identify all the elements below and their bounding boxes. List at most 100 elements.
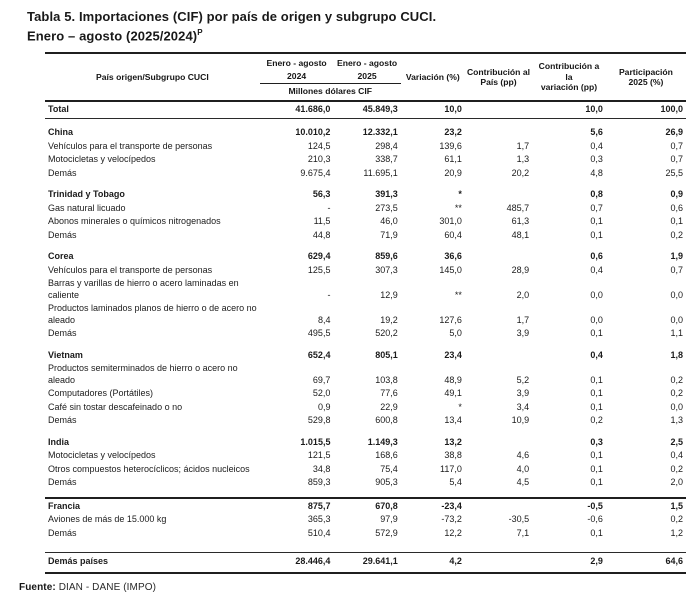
- cell-label: Francia: [45, 496, 260, 514]
- cell-2024: 11,5: [313, 216, 331, 227]
- table-footer: Fuente: DIAN - DANE (IMPO) P: Cifras pro…: [19, 579, 700, 598]
- col-header-pais-origen: País origen/Subgrupo CUCI: [96, 71, 209, 82]
- table-row: Café sin tostar descafeinado o no 0,9 22,9…: [45, 401, 686, 415]
- cell-2024: 52,0: [312, 388, 331, 399]
- cell-contribucion-pais: 4,5: [516, 477, 530, 488]
- cell-contribucion-variacion: 0,1: [590, 328, 603, 339]
- cell-contribucion-variacion: 0,1: [590, 477, 603, 488]
- cell-2024: 1.015,5: [300, 436, 331, 447]
- cell-2025: 600,8: [375, 415, 398, 426]
- table-row: Gas natural licuado - 273,5 ** 485,7 0,7 0,6: [45, 202, 686, 216]
- cell-contribucion-pais: 1,7: [516, 140, 530, 151]
- table-row: Productos semiterminados de hierro o ace…: [45, 362, 686, 387]
- table-row: Demás 529,8 600,8 13,4 10,9 0,2 1,3: [45, 414, 686, 428]
- cell-participacion: 100,0: [605, 100, 686, 119]
- cell-participacion: 0,2: [670, 514, 683, 525]
- table-row: Motocicletas y velocípedos 121,5 168,6 38,8…: [45, 449, 686, 463]
- cell-2024: 210,3: [307, 154, 331, 165]
- cell-2024: 629,4: [307, 251, 331, 262]
- cell-variacion: 13,2: [444, 436, 462, 447]
- cell-contribucion-variacion: 0,1: [590, 216, 603, 227]
- cell-participacion: 0,9: [670, 189, 683, 200]
- cell-label: Vehículos para el transporte de personas: [48, 140, 213, 151]
- col-header-variacion: Variación (%): [405, 71, 460, 82]
- cell-contribucion-variacion: 0,8: [590, 189, 603, 200]
- cell-2024: 121,5: [307, 450, 331, 461]
- source-value: DIAN - DANE (IMPO): [58, 581, 157, 593]
- cell-participacion: 25,5: [665, 167, 683, 178]
- cell-variacion: 48,9: [444, 374, 462, 385]
- title-provisional-superscript: P: [197, 28, 203, 37]
- cell-contribucion-variacion: 0,7: [590, 202, 603, 213]
- cell-participacion: 26,9: [665, 127, 683, 138]
- cell-2025: 97,9: [380, 514, 398, 525]
- table-row: Demás países 28.446,4 29.641,1 4,2 2,9 64,6: [45, 551, 686, 574]
- cell-contribucion-variacion: 0,4: [590, 140, 603, 151]
- cell-label: Otros compuestos heterocíclicos; ácidos …: [48, 463, 250, 474]
- cell-contribucion-variacion: 0,3: [590, 436, 603, 447]
- cell-variacion: 20,9: [444, 167, 462, 178]
- cell-label: Computadores (Portátiles): [48, 388, 154, 399]
- cell-2024: 0,9: [317, 401, 331, 412]
- cell-contribucion-variacion: 2,9: [532, 551, 606, 574]
- header-line: Participación: [618, 66, 673, 77]
- cell-contribucion-pais: 2,0: [516, 289, 530, 300]
- table-row: Otros compuestos heterocíclicos; ácidos …: [45, 463, 686, 477]
- table-row: Abonos minerales o químicos nitrogenados…: [45, 215, 686, 229]
- cell-variacion: 49,1: [444, 388, 462, 399]
- cell-2025: 75,4: [380, 463, 398, 474]
- cell-participacion: 1,8: [670, 349, 683, 360]
- cell-label: Demás: [48, 328, 77, 339]
- cell-2024: 124,5: [307, 140, 331, 151]
- cell-label: Vehículos para el transporte de personas: [48, 264, 213, 275]
- cell-label: Demás: [48, 527, 77, 538]
- cell-variacion: -23,4: [400, 496, 465, 514]
- cell-label: Productos laminados planos de hierro o d…: [48, 303, 257, 325]
- cell-2024: 875,7: [259, 496, 334, 514]
- cell-participacion: 1,2: [670, 527, 683, 538]
- cell-participacion: 0,1: [670, 216, 683, 227]
- col-header-2024-line1: Enero - agosto: [266, 58, 327, 69]
- cell-label: Demás: [48, 229, 77, 240]
- cell-label: Café sin tostar descafeinado o no: [48, 401, 183, 412]
- table-title: Tabla 5. Importaciones (CIF) por país de…: [27, 9, 700, 44]
- cell-label: Demás: [48, 415, 77, 426]
- cell-2024: 41.686,0: [259, 100, 334, 119]
- spacer-row: [45, 180, 686, 188]
- cell-contribucion-pais: 4,0: [516, 463, 530, 474]
- cell-contribucion-variacion: 0,3: [590, 154, 603, 165]
- cell-variacion: *: [458, 189, 462, 200]
- cell-contribucion-variacion: 0,1: [590, 463, 603, 474]
- cell-contribucion-pais: 10,9: [511, 415, 530, 426]
- cell-contribucion-pais: [465, 126, 532, 140]
- cell-2025: 859,6: [375, 251, 398, 262]
- cell-2024: 44,8: [312, 229, 331, 240]
- cell-2024: 69,7: [312, 374, 331, 385]
- cell-contribucion-pais: 28,9: [511, 264, 530, 275]
- cell-contribucion-variacion: 0,1: [590, 401, 603, 412]
- header-row-2: 2024 2025: [45, 69, 686, 85]
- table-row: Demás 44,8 71,9 60,4 48,1 0,1 0,2: [45, 229, 686, 243]
- cell-participacion: 2,0: [670, 477, 683, 488]
- cell-participacion: 1,5: [605, 496, 686, 514]
- cell-participacion: 1,9: [670, 251, 683, 262]
- cell-label: Total: [45, 100, 260, 119]
- cell-2025: 12,9: [380, 289, 398, 300]
- table-row: Aviones de más de 15.000 kg 365,3 97,9 -73,…: [45, 513, 686, 527]
- cell-contribucion-variacion: -0,5: [532, 496, 606, 514]
- cell-2025: 805,1: [375, 349, 398, 360]
- cell-2025: 391,3: [375, 189, 398, 200]
- cell-2025: 11.695,1: [363, 167, 398, 178]
- cell-contribucion-pais: [465, 349, 532, 363]
- spacer-row: [45, 490, 686, 498]
- cell-variacion: 139,6: [439, 140, 462, 151]
- cell-contribucion-pais: 20,2: [511, 167, 530, 178]
- table-body: Total 41.686,0 45.849,3 10,0 10,0 100,0 China 1…: [45, 100, 686, 574]
- spacer-row: [45, 428, 686, 436]
- cell-contribucion-variacion: 4,8: [590, 167, 603, 178]
- cell-label: Aviones de más de 15.000 kg: [48, 514, 167, 525]
- cell-contribucion-pais: 48,1: [511, 229, 530, 240]
- cell-2024: -: [327, 289, 331, 300]
- cell-participacion: 0,0: [670, 401, 683, 412]
- table-row: Trinidad y Tobago 56,3 391,3 * 0,8 0,9: [45, 188, 686, 202]
